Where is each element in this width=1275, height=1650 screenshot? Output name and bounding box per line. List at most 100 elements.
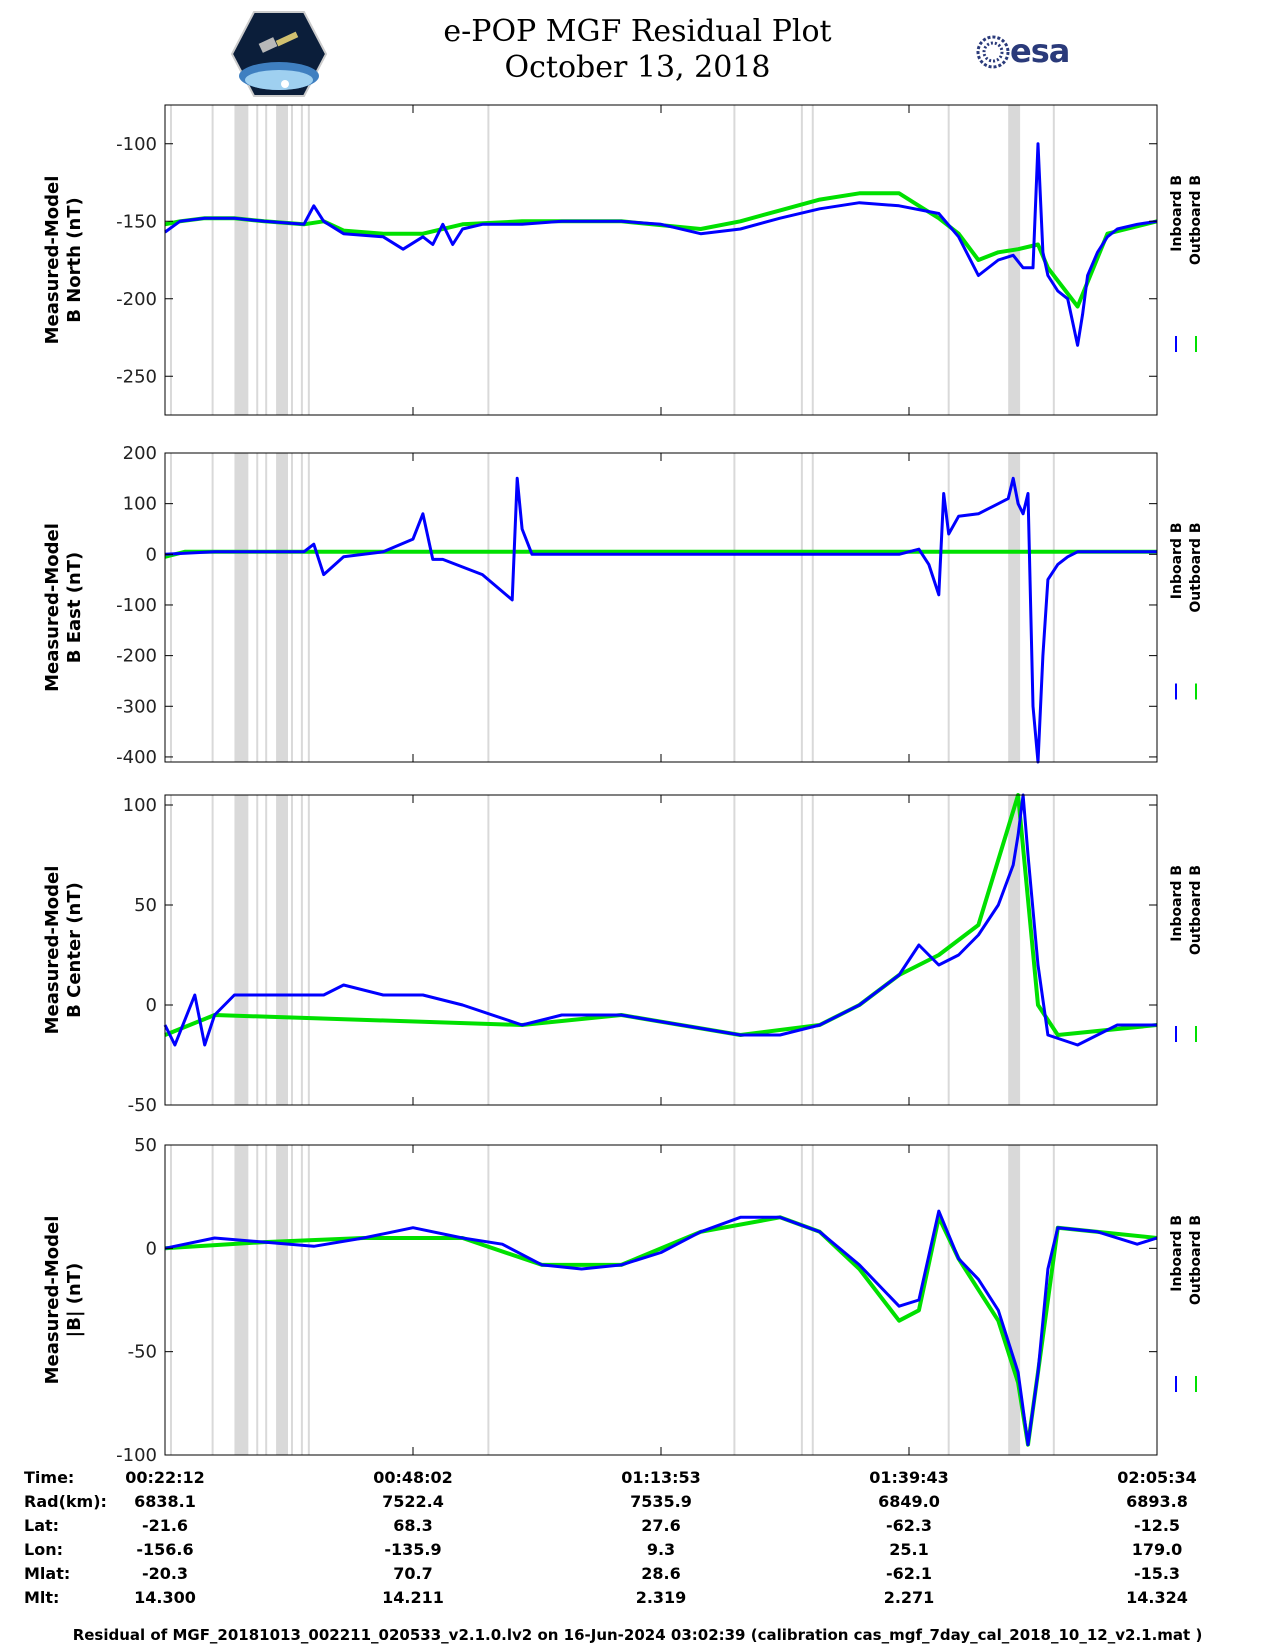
inboard-series-line — [164, 142, 1158, 347]
ephemeris-value: 02:05:34 — [1117, 1468, 1197, 1487]
y-tick-label: -50 — [128, 1342, 157, 1363]
cassiope-mission-logo-icon — [230, 11, 328, 97]
gap-band — [1008, 795, 1021, 1105]
ephemeris-value: 00:22:12 — [125, 1468, 205, 1487]
y-tick-label: -50 — [128, 1095, 157, 1116]
ephemeris-value: 7522.4 — [382, 1492, 444, 1511]
ephemeris-value: -62.1 — [885, 1564, 933, 1583]
title-line-1: e-POP MGF Residual Plot — [443, 14, 832, 49]
ephemeris-value: 2.319 — [635, 1588, 687, 1607]
y-tick-label: 0 — [146, 1238, 157, 1259]
y-tick-label: -200 — [116, 646, 157, 667]
inboard-series-line — [164, 1209, 1158, 1447]
footer-caption: Residual of MGF_20181013_002211_020533_v… — [72, 1626, 1203, 1644]
legend: Inboard B Outboard B — [1169, 523, 1204, 700]
ephemeris-value: -12.5 — [1133, 1516, 1181, 1535]
ephemeris-value: 70.7 — [393, 1564, 433, 1583]
ephemeris-row-label: Lat: — [24, 1516, 60, 1535]
ephemeris-value: 14.300 — [134, 1588, 196, 1607]
ephemeris-value: 01:39:43 — [869, 1468, 949, 1487]
legend-outboard-label: Outboard B — [1188, 523, 1204, 613]
y-axis-label: Measured-Model|B| (nT) — [42, 1216, 85, 1385]
gap-band — [1008, 1145, 1021, 1455]
gap-band — [1008, 105, 1021, 415]
y-axis-label-line-1: Measured-Model — [42, 176, 63, 345]
panel-2: 200 100 0 -100 -200 -300 -400 Measured-ModelB E… — [42, 443, 1204, 768]
y-axis-label: Measured-ModelB Center (nT) — [42, 866, 85, 1035]
ephemeris-row-label: Lon: — [24, 1540, 63, 1559]
ephemeris-value: 2.271 — [883, 1588, 935, 1607]
ephemeris-value: -135.9 — [384, 1540, 442, 1559]
ephemeris-value: -20.3 — [141, 1564, 189, 1583]
ephemeris-row: Lon: -156.6 -135.9 9.3 25.1 179.0 — [0, 1540, 1275, 1564]
y-tick-label: 100 — [123, 795, 157, 816]
gap-band — [276, 105, 289, 415]
ephemeris-value: 6838.1 — [134, 1492, 196, 1511]
ephemeris-value: 25.1 — [889, 1540, 929, 1559]
legend-inboard-label: Inboard B — [1169, 175, 1185, 252]
panel-4: 50 0 -50 -100 Measured-Model|B| (nT) Inboard … — [42, 1135, 1204, 1466]
ephemeris-row-label: Time: — [24, 1468, 75, 1487]
panel-3: 100 50 0 -50 Measured-ModelB Center (nT) Inbo… — [42, 793, 1204, 1116]
ephemeris-row-label: Mlt: — [24, 1588, 60, 1607]
y-tick-label: -100 — [116, 1445, 157, 1466]
y-axis-label: Measured-ModelB North (nT) — [42, 176, 85, 345]
ephemeris-value: 68.3 — [393, 1516, 433, 1535]
y-tick-label: 0 — [146, 544, 157, 565]
legend-inboard-label: Inboard B — [1169, 865, 1185, 942]
ephemeris-row-label: Mlat: — [24, 1564, 71, 1583]
ephemeris-row: Mlat: -20.3 70.7 28.6 -62.1 -15.3 — [0, 1564, 1275, 1588]
ephemeris-value: 01:13:53 — [621, 1468, 701, 1487]
y-axis-label-line-2: |B| (nT) — [64, 1263, 85, 1338]
y-axis-label-line-2: B Center (nT) — [64, 882, 85, 1018]
esa-logo-text: esa — [1010, 32, 1070, 70]
y-tick-label: -200 — [116, 289, 157, 310]
gap-band — [234, 105, 249, 415]
inboard-series-line — [163, 793, 1157, 1047]
y-tick-label: -100 — [116, 595, 157, 616]
y-tick-label: 200 — [123, 443, 157, 464]
ephemeris-value: 179.0 — [1131, 1540, 1183, 1559]
gap-band — [234, 1145, 249, 1455]
y-tick-label: -300 — [116, 696, 157, 717]
legend-inboard-label: Inboard B — [1169, 523, 1185, 600]
plot-title: e-POP MGF Residual Plot October 13, 2018 — [0, 14, 1275, 86]
ephemeris-value: 28.6 — [641, 1564, 681, 1583]
panel-1: -100 -150 -200 -250 Measured-ModelB North (n… — [42, 104, 1204, 416]
ephemeris-row: Lat: -21.6 68.3 27.6 -62.3 -12.5 — [0, 1516, 1275, 1540]
legend: Inboard B Outboard B — [1169, 865, 1204, 1042]
legend: Inboard B Outboard B — [1169, 175, 1204, 352]
ephemeris-value: 6893.8 — [1126, 1492, 1188, 1511]
y-axis-label-line-1: Measured-Model — [42, 866, 63, 1035]
gap-band — [1008, 453, 1021, 762]
y-tick-label: 100 — [123, 494, 157, 515]
y-axis-label-line-2: B East (nT) — [64, 552, 85, 664]
title-line-2: October 13, 2018 — [504, 50, 771, 85]
ephemeris-value: 27.6 — [641, 1516, 681, 1535]
y-axis-label-line-2: B North (nT) — [64, 197, 85, 323]
y-tick-label: -100 — [116, 134, 157, 155]
legend-inboard-label: Inboard B — [1169, 1215, 1185, 1292]
ephemeris-value: 9.3 — [646, 1540, 676, 1559]
gap-band — [276, 795, 289, 1105]
gap-band — [276, 453, 289, 762]
y-tick-label: -150 — [116, 211, 157, 232]
ephemeris-row: Time: 00:22:12 00:48:02 01:13:53 01:39:43 02:… — [0, 1468, 1275, 1492]
legend-outboard-label: Outboard B — [1188, 1215, 1204, 1305]
ephemeris-value: -62.3 — [885, 1516, 933, 1535]
y-tick-label: 50 — [134, 1135, 157, 1156]
ephemeris-value: -156.6 — [136, 1540, 194, 1559]
legend: Inboard B Outboard B — [1169, 1215, 1204, 1392]
gap-band — [234, 795, 249, 1105]
y-tick-label: 50 — [134, 895, 157, 916]
y-axis-label-line-1: Measured-Model — [42, 523, 63, 692]
ephemeris-row: Rad(km): 6838.1 7522.4 7535.9 6849.0 6893.8 — [0, 1492, 1275, 1516]
ephemeris-row-label: Rad(km): — [24, 1492, 107, 1511]
ephemeris-value: 14.211 — [382, 1588, 444, 1607]
ephemeris-row: Mlt: 14.300 14.211 2.319 2.271 14.324 — [0, 1588, 1275, 1612]
ephemeris-value: 7535.9 — [630, 1492, 692, 1511]
y-tick-label: -250 — [116, 366, 157, 387]
gap-band — [234, 453, 249, 762]
legend-outboard-label: Outboard B — [1188, 865, 1204, 955]
